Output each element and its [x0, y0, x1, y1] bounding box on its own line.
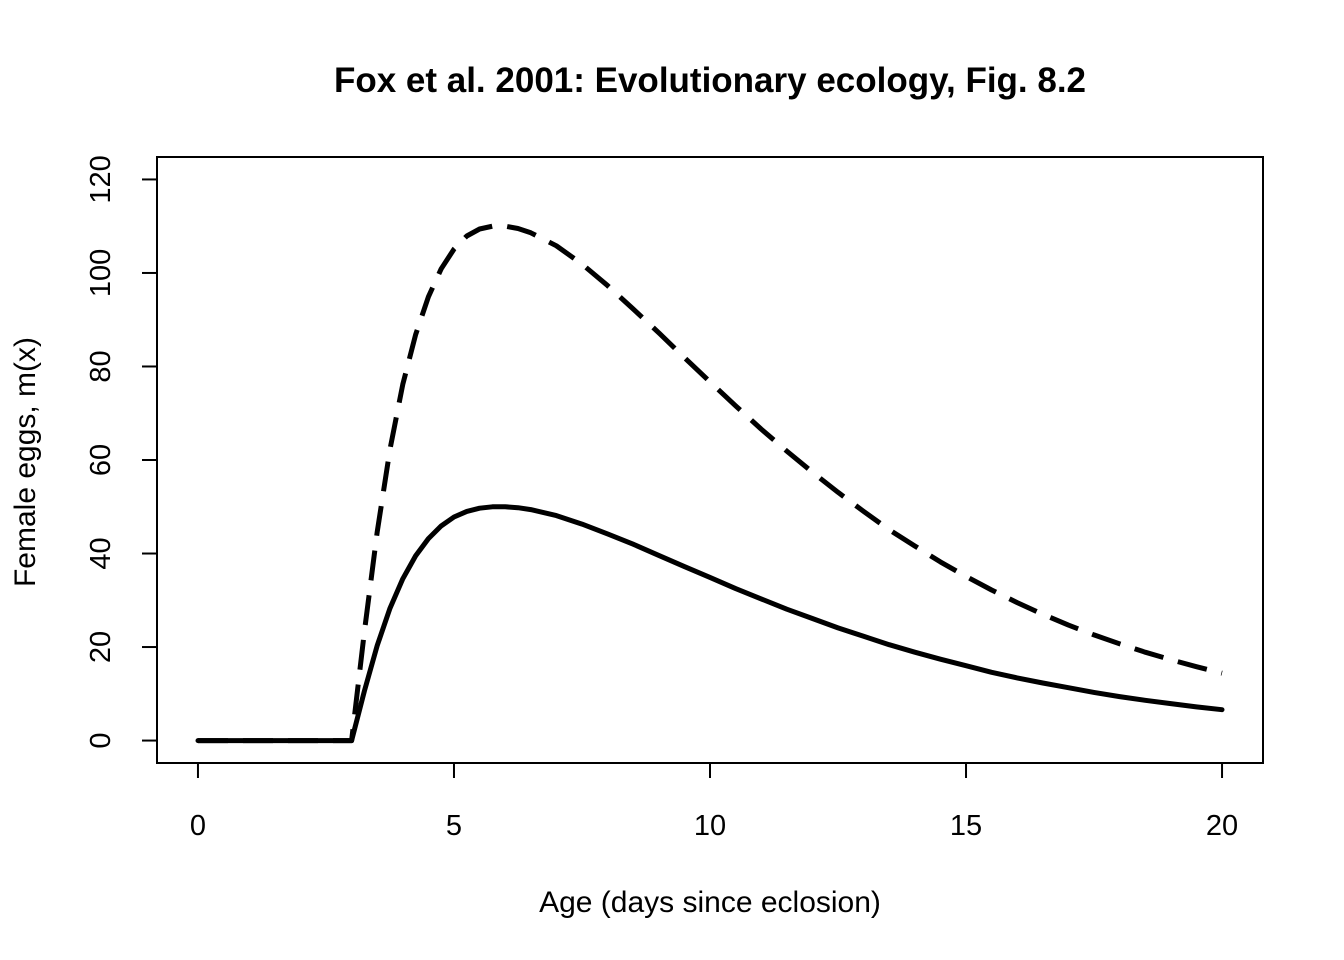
x-tick-label: 15 — [950, 810, 982, 842]
series-line-2-dashed — [198, 223, 1223, 744]
chart-title: Fox et al. 2001: Evolutionary ecology, F… — [334, 61, 1086, 100]
x-axis: 0 5 10 15 20 — [190, 762, 1238, 842]
plot-frame — [156, 156, 1264, 764]
x-axis-label: Age (days since eclosion) — [539, 886, 881, 919]
y-axis: 0 20 40 60 80 100 120 — [85, 155, 158, 749]
series-line-1-solid — [195, 504, 1225, 744]
y-tick-label: 80 — [85, 350, 117, 382]
y-tick-label: 40 — [85, 537, 117, 569]
y-axis-label: Female eggs, m(x) — [9, 337, 42, 587]
x-tick-label: 10 — [694, 810, 726, 842]
y-tick-label: 0 — [85, 732, 117, 748]
x-tick-label: 5 — [446, 810, 462, 842]
x-tick-label: 20 — [1206, 810, 1238, 842]
x-tick-label: 0 — [190, 810, 206, 842]
y-tick-label: 60 — [85, 444, 117, 476]
y-tick-label: 100 — [85, 249, 117, 297]
series-group — [195, 223, 1225, 744]
y-tick-label: 20 — [85, 631, 117, 663]
y-tick-label: 120 — [85, 155, 117, 203]
